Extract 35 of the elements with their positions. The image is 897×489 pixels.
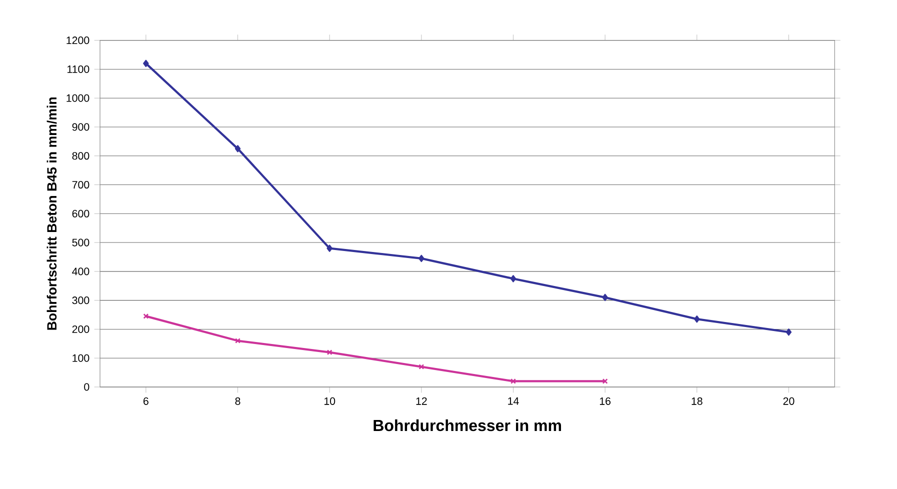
y-tick-label: 1200 — [66, 36, 90, 44]
x-axis-title: Bohrdurchmesser in mm — [374, 419, 562, 432]
point — [235, 338, 240, 344]
y-tick-label: 100 — [72, 354, 90, 362]
y-tick-label: 600 — [72, 210, 90, 218]
point — [143, 60, 149, 68]
point — [510, 378, 516, 384]
y-axis-title: Bohrfortschritt Beton B45 in mm/min — [46, 97, 57, 330]
x-tick-label: 14 — [508, 397, 519, 405]
point — [326, 350, 332, 356]
x-tick-label: 6 — [144, 397, 148, 405]
x-tick-label: 20 — [783, 397, 794, 405]
y-tick-label: 700 — [72, 180, 90, 189]
y-tick-label: 900 — [72, 123, 90, 131]
x-tick-label: 18 — [692, 397, 702, 405]
x-tick-label: 16 — [600, 397, 611, 405]
x-tick-label: 10 — [324, 397, 336, 405]
x-tick-label: 12 — [416, 397, 427, 405]
point — [418, 364, 424, 370]
y-tick-label: 500 — [72, 238, 90, 246]
point — [418, 254, 424, 262]
y-tick-label: 800 — [72, 152, 90, 160]
point — [602, 294, 608, 302]
point — [786, 328, 792, 336]
point — [326, 244, 332, 252]
x-tick-label: 8 — [235, 397, 240, 405]
point — [510, 275, 516, 282]
y-tick-label: 300 — [72, 296, 90, 304]
y-tick-label: 1000 — [66, 94, 90, 102]
y-tick-label: 1100 — [67, 65, 90, 73]
y-tick-label: 0 — [84, 383, 90, 391]
y-tick-label: 400 — [72, 268, 90, 276]
point — [234, 145, 241, 152]
y-tick-label: 200 — [72, 325, 90, 333]
point — [694, 315, 700, 323]
